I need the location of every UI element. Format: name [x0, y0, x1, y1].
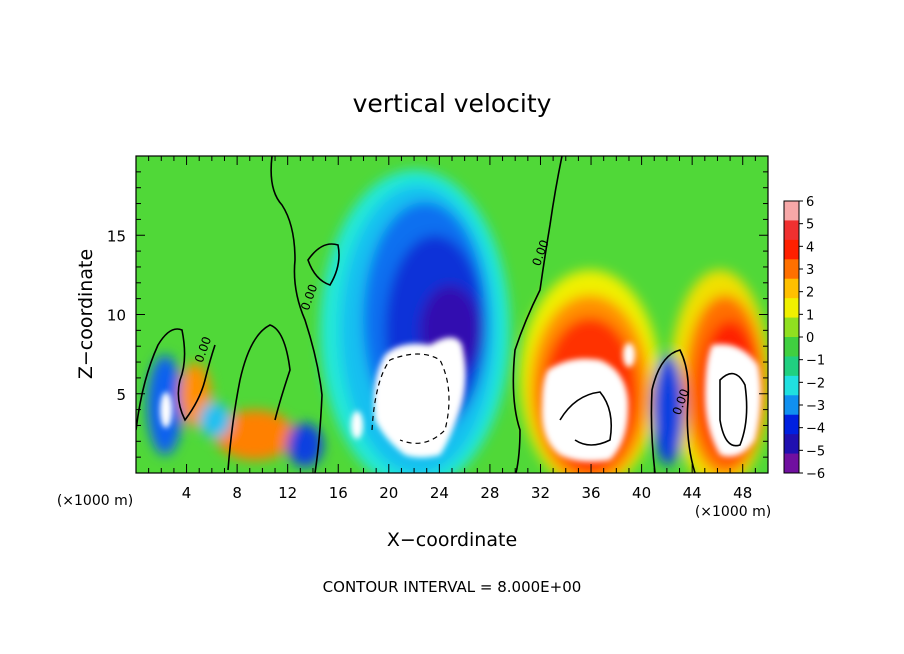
- zero-contours: [136, 156, 748, 473]
- contour-line-f: [650, 349, 696, 473]
- colorbar: 6 5 4 3 2 1 0 −1 −2 −3 −4 −5 −6: [783, 195, 825, 482]
- colorbar-label: −2: [806, 376, 825, 391]
- contour-line-b: [512, 156, 563, 473]
- colorbar-swatch: [784, 278, 799, 299]
- y-tick-label: 15: [107, 227, 126, 245]
- y-axis: 5 10 15: [107, 171, 768, 458]
- contour-line-h: [559, 391, 613, 446]
- colorbar-label: 4: [806, 240, 814, 255]
- colorbar-label: −6: [806, 467, 825, 482]
- colorbar-label: −1: [806, 354, 825, 369]
- x-axis: 4 8 12 16 20 24 28 32 36 40 44 48: [148, 156, 756, 502]
- x-tick-label: 40: [632, 484, 651, 502]
- contour-line-i: [719, 372, 748, 447]
- contour-line-d: [307, 243, 340, 286]
- x-tick-label: 16: [329, 484, 348, 502]
- colorbar-swatch: [784, 414, 799, 435]
- contour-line-g: [371, 353, 450, 444]
- x-axis-unit: (×1000 m): [695, 504, 771, 520]
- colorbar-label: 6: [806, 195, 814, 210]
- colorbar-swatch: [784, 356, 799, 377]
- colorbar-label: 3: [806, 263, 814, 278]
- colorbar-label: 2: [806, 286, 814, 301]
- colorbar-swatch: [784, 337, 799, 357]
- colorbar-swatch: [784, 298, 799, 319]
- colorbar-swatch: [784, 434, 799, 455]
- x-tick-label: 48: [733, 484, 752, 502]
- y-tick-label: 10: [107, 307, 126, 325]
- colorbar-swatch: [784, 220, 799, 241]
- chart-title: vertical velocity: [353, 89, 552, 118]
- colorbar-swatch: [784, 201, 799, 221]
- colorbar-label: 0: [806, 331, 814, 346]
- contour-line-a: [270, 156, 323, 473]
- colorbar-swatch: [784, 239, 799, 260]
- y-axis-unit: (×1000 m): [57, 493, 133, 509]
- x-tick-label: 4: [182, 484, 192, 502]
- colorbar-label: 5: [806, 218, 814, 233]
- white-core-center: [373, 337, 466, 458]
- colorbar-swatch: [784, 395, 799, 416]
- contour-line-e: [227, 324, 291, 471]
- white-core-right: [541, 358, 629, 462]
- x-tick-label: 8: [232, 484, 242, 502]
- x-axis-title: X−coordinate: [387, 529, 517, 551]
- x-tick-label: 44: [683, 484, 702, 502]
- y-tick-label: 5: [116, 386, 126, 404]
- colorbar-label: −4: [806, 422, 825, 437]
- colorbar-swatch: [784, 317, 799, 338]
- x-tick-label: 20: [379, 484, 398, 502]
- y-axis-title: Z−coordinate: [75, 249, 97, 379]
- colorbar-swatch: [784, 259, 799, 280]
- colorbar-swatch: [784, 375, 799, 396]
- x-tick-label: 36: [581, 484, 600, 502]
- x-tick-label: 24: [430, 484, 449, 502]
- x-tick-label: 12: [278, 484, 297, 502]
- saturation-regions: [160, 337, 761, 462]
- white-core-far-right: [705, 344, 761, 457]
- colorbar-label: 1: [806, 308, 814, 323]
- colorbar-swatch: [784, 453, 799, 474]
- colorbar-label: −3: [806, 399, 825, 414]
- colorbar-label: −5: [806, 444, 825, 459]
- x-tick-label: 32: [531, 484, 550, 502]
- contour-line-c: [136, 328, 216, 431]
- contour-interval-footer: CONTOUR INTERVAL = 8.000E+00: [323, 578, 582, 596]
- x-tick-label: 28: [480, 484, 499, 502]
- plot-area: 0.000.000.000.00: [136, 156, 768, 473]
